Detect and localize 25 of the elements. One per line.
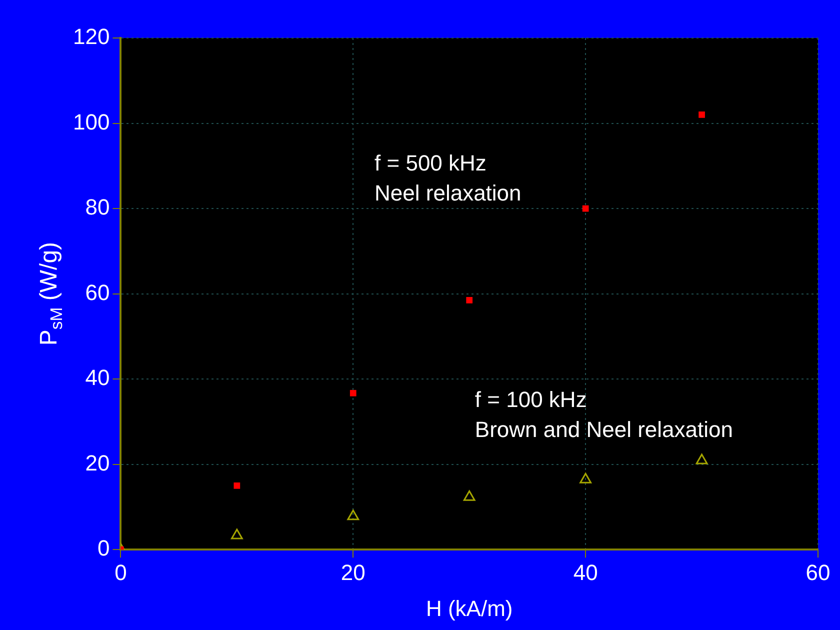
annotation: f = 500 kHz Neel relaxation (374, 150, 522, 206)
point (466, 297, 473, 304)
y-axis-title: PsM (W/g) (36, 242, 66, 346)
point (234, 482, 240, 489)
y-tick-label: 60 (85, 280, 110, 305)
y-tick-label: 80 (85, 194, 110, 220)
point (698, 112, 705, 118)
point (696, 454, 708, 464)
point (580, 472, 592, 484)
x-tick-label: 60 (806, 560, 830, 585)
y-tick-label: 20 (85, 450, 110, 476)
point (582, 205, 589, 212)
x-axis-title: H (kA/m) (426, 596, 513, 622)
point (463, 490, 476, 501)
y-tick-label: 120 (72, 24, 110, 50)
point (230, 528, 243, 540)
y-tick-label: 40 (85, 365, 110, 390)
point (347, 510, 360, 520)
x-tick-label: 20 (340, 560, 366, 585)
point (350, 390, 356, 396)
annotation: f = 100 kHz Brown and Neel relaxation (474, 387, 733, 442)
y-tick-label: 0 (97, 536, 110, 561)
y-tick-label: 100 (72, 109, 110, 134)
x-tick-label: 0 (114, 560, 127, 585)
x-tick-label: 40 (573, 560, 598, 585)
